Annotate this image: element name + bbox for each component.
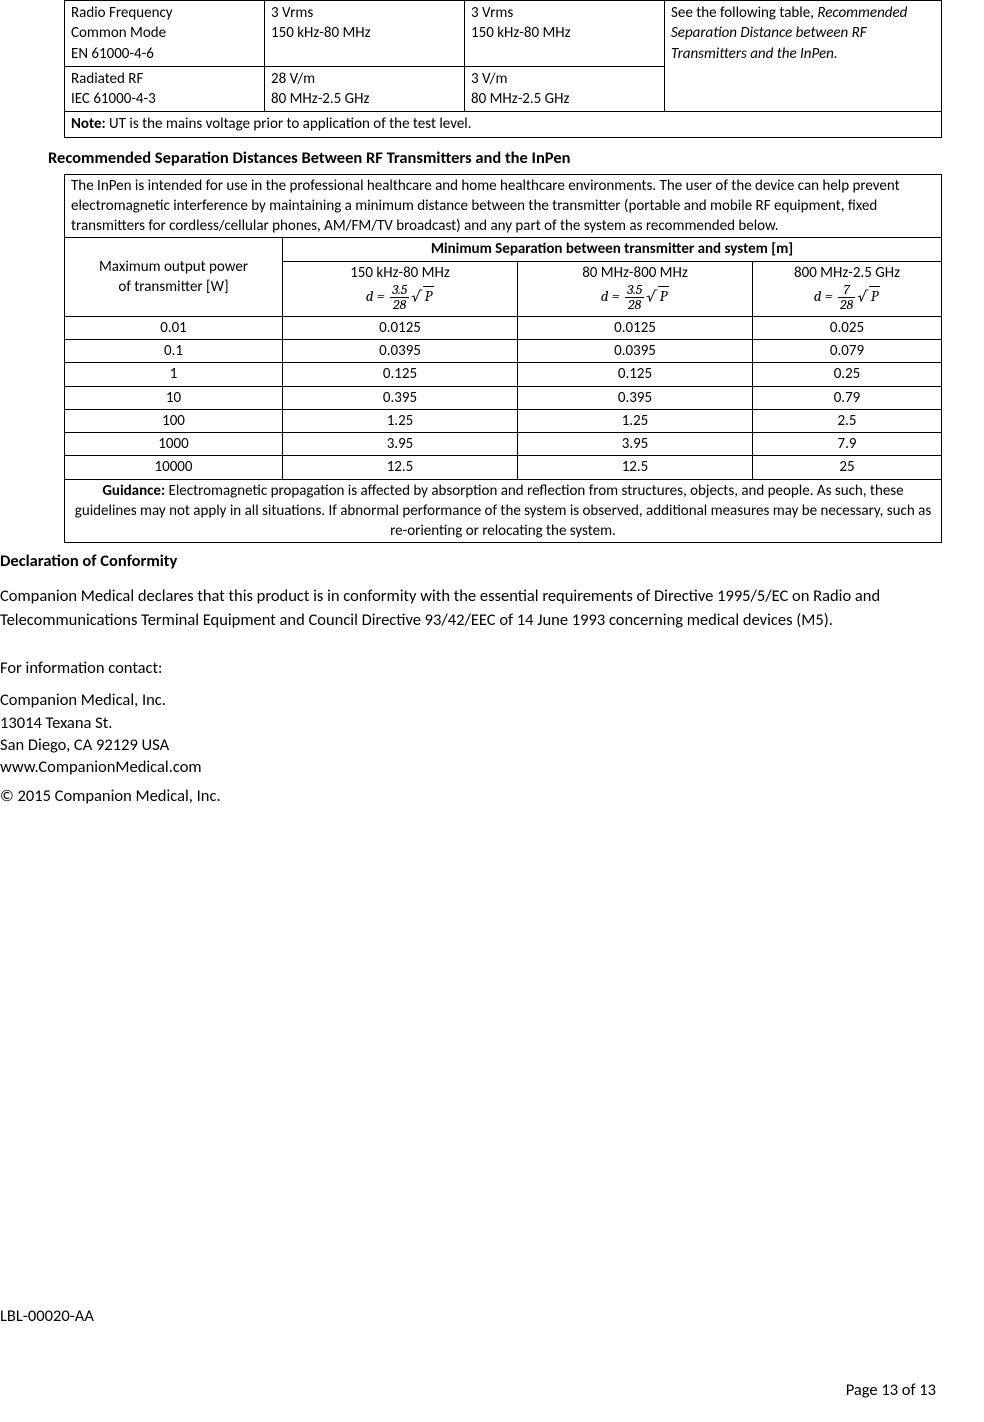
separation-heading: Recommended Separation Distances Between… [48, 148, 936, 168]
t2-cell: 0.1 [65, 340, 283, 363]
t1-r1c2: 3 Vrms 150 kHz-80 MHz [265, 1, 465, 67]
t2-cell: 0.125 [283, 363, 518, 386]
t1-r1c1: Radio Frequency Common Mode EN 61000-4-6 [65, 1, 265, 67]
t1-r1c4: See the following table, Recommended Sep… [665, 1, 942, 112]
t2-guidance: Guidance: Electromagnetic propagation is… [65, 479, 942, 543]
t2-cell: 0.0125 [518, 316, 753, 339]
t2-col1-header: Maximum output power of transmitter [W] [65, 238, 283, 317]
t2-cell: 12.5 [283, 456, 518, 479]
t1-r2c1: Radiated RF IEC 61000-4-3 [65, 66, 265, 112]
immunity-table: Radio Frequency Common Mode EN 61000-4-6… [64, 0, 942, 138]
t1-r2c3: 3 V/m 80 MHz-2.5 GHz [465, 66, 665, 112]
declaration-paragraph: Companion Medical declares that this pro… [0, 585, 936, 633]
t2-row-1: 0.10.03950.03950.079 [65, 340, 942, 363]
document-label: LBL-00020-AA [0, 1306, 94, 1326]
t2-cell: 2.5 [753, 409, 942, 432]
t2-cell: 0.01 [65, 316, 283, 339]
t2-intro: The InPen is intended for use in the pro… [65, 174, 942, 238]
t2-cell: 1.25 [283, 409, 518, 432]
t2-row-5: 10003.953.957.9 [65, 433, 942, 456]
t2-cell: 10 [65, 386, 283, 409]
t2-cell: 0.79 [753, 386, 942, 409]
t1-r1c3: 3 Vrms 150 kHz-80 MHz [465, 1, 665, 67]
t1-note: Note: UT is the mains voltage prior to a… [65, 112, 942, 137]
declaration-heading: Declaration of Conformity [0, 551, 936, 571]
t2-cell: 0.079 [753, 340, 942, 363]
t2-cell: 12.5 [518, 456, 753, 479]
copyright: © 2015 Companion Medical, Inc. [0, 786, 936, 806]
t2-cell: 25 [753, 456, 942, 479]
t2-freq-col-2: 800 MHz-2.5 GHzd = 728√P [753, 261, 942, 316]
company-address: Companion Medical, Inc. 13014 Texana St.… [0, 689, 936, 778]
t2-row-2: 10.1250.1250.25 [65, 363, 942, 386]
t2-cell: 0.025 [753, 316, 942, 339]
t2-row-6: 1000012.512.525 [65, 456, 942, 479]
t2-cell: 1.25 [518, 409, 753, 432]
t2-cell: 1000 [65, 433, 283, 456]
t2-cell: 0.0395 [518, 340, 753, 363]
t2-row-0: 0.010.01250.01250.025 [65, 316, 942, 339]
t2-cell: 10000 [65, 456, 283, 479]
t2-cell: 100 [65, 409, 283, 432]
t2-cell: 0.25 [753, 363, 942, 386]
t2-row-4: 1001.251.252.5 [65, 409, 942, 432]
t2-cell: 0.0125 [283, 316, 518, 339]
t2-cell: 3.95 [518, 433, 753, 456]
t2-cell: 0.125 [518, 363, 753, 386]
t2-freq-col-1: 80 MHz-800 MHzd = 3.528√P [518, 261, 753, 316]
t2-cell: 3.95 [283, 433, 518, 456]
page-number: Page 13 of 13 [846, 1380, 936, 1400]
contact-label: For information contact: [0, 657, 936, 679]
t1-r2c2: 28 V/m 80 MHz-2.5 GHz [265, 66, 465, 112]
t2-span-header: Minimum Separation between transmitter a… [283, 238, 942, 261]
separation-table: The InPen is intended for use in the pro… [64, 174, 942, 544]
t2-cell: 0.395 [283, 386, 518, 409]
t2-freq-col-0: 150 kHz-80 MHzd = 3.528√P [283, 261, 518, 316]
t2-cell: 1 [65, 363, 283, 386]
t2-cell: 0.395 [518, 386, 753, 409]
t2-cell: 7.9 [753, 433, 942, 456]
t2-row-3: 100.3950.3950.79 [65, 386, 942, 409]
t2-cell: 0.0395 [283, 340, 518, 363]
